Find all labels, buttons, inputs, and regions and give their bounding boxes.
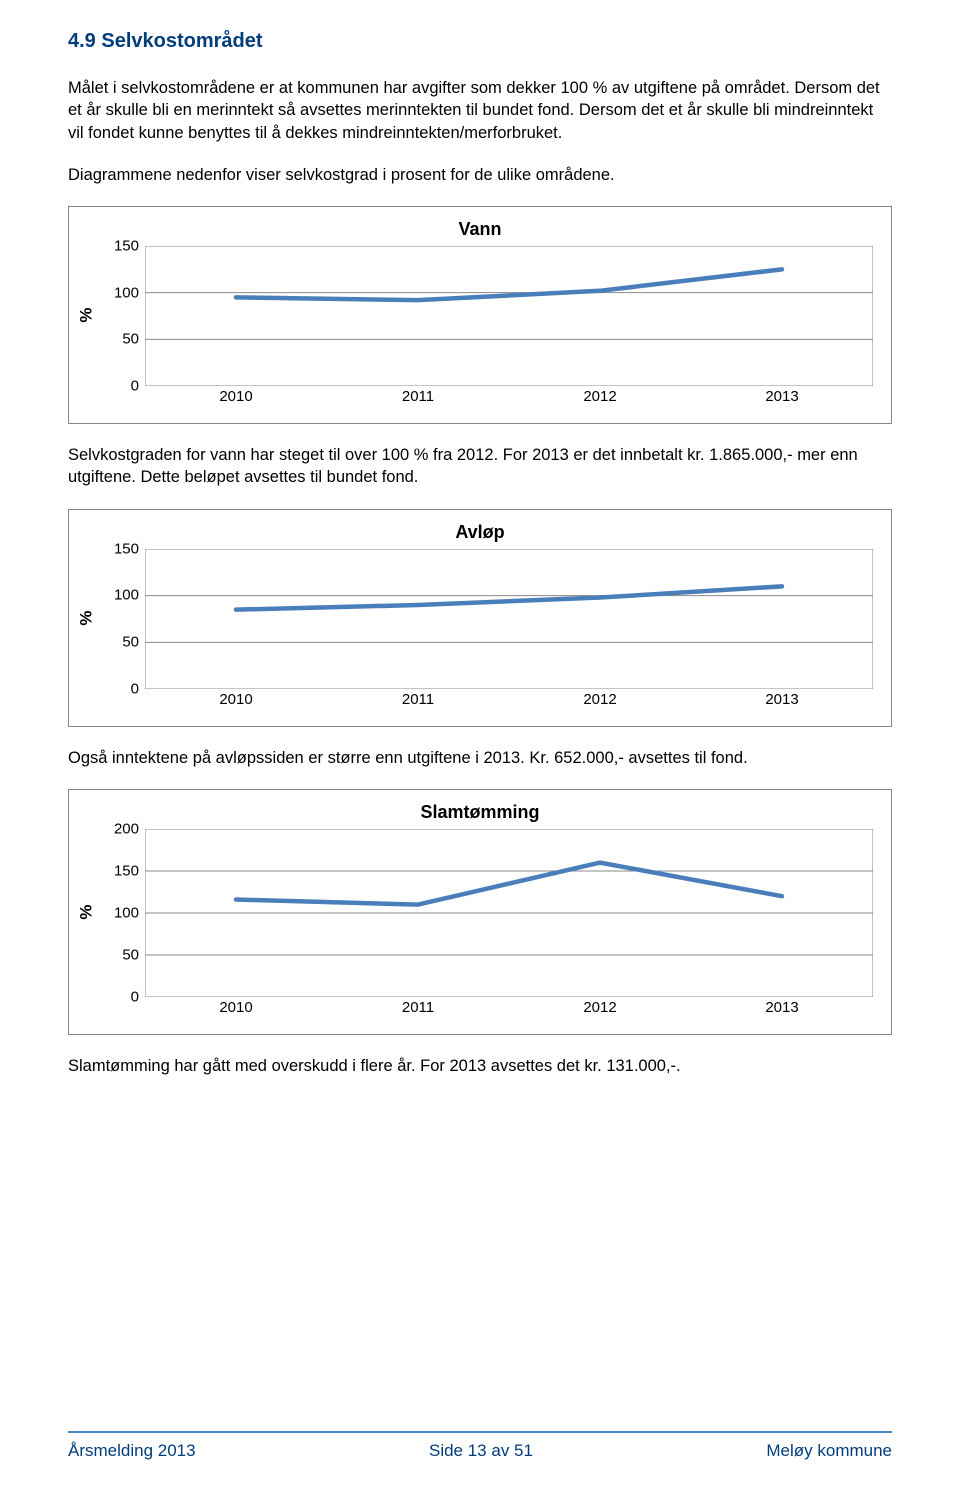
x-tick-label: 2013 <box>691 691 873 708</box>
section-heading: 4.9 Selvkostområdet <box>68 30 892 53</box>
y-tick-label: 50 <box>105 633 139 650</box>
vann-text: Selvkostgraden for vann har steget til o… <box>68 444 892 489</box>
y-tick-label: 150 <box>105 862 139 879</box>
x-axis-labels: 2010201120122013 <box>145 999 873 1016</box>
y-axis-title: % <box>77 610 97 625</box>
chart-avlop: Avløp%0501001502010201120122013 <box>68 509 892 727</box>
x-tick-label: 2011 <box>327 999 509 1016</box>
x-axis-labels: 2010201120122013 <box>145 388 873 405</box>
y-tick-label: 50 <box>105 331 139 348</box>
chart-title: Avløp <box>87 522 873 543</box>
x-tick-label: 2013 <box>691 999 873 1016</box>
chart-vann: Vann%0501001502010201120122013 <box>68 206 892 424</box>
diagram-note: Diagrammene nedenfor viser selvkostgrad … <box>68 164 892 186</box>
x-axis-labels: 2010201120122013 <box>145 691 873 708</box>
x-tick-label: 2012 <box>509 691 691 708</box>
chart-slam: Slamtømming%0501001502002010201120122013 <box>68 789 892 1035</box>
x-tick-label: 2010 <box>145 388 327 405</box>
footer-center: Side 13 av 51 <box>429 1441 533 1461</box>
x-tick-label: 2010 <box>145 999 327 1016</box>
y-tick-label: 0 <box>105 680 139 697</box>
x-tick-label: 2012 <box>509 999 691 1016</box>
y-tick-label: 50 <box>105 946 139 963</box>
footer-divider <box>68 1431 892 1433</box>
x-tick-label: 2012 <box>509 388 691 405</box>
footer-right: Meløy kommune <box>766 1441 892 1461</box>
avlop-text: Også inntektene på avløpssiden er større… <box>68 747 892 769</box>
y-tick-label: 0 <box>105 378 139 395</box>
y-tick-label: 150 <box>105 540 139 557</box>
y-tick-label: 0 <box>105 988 139 1005</box>
y-tick-label: 150 <box>105 238 139 255</box>
y-tick-label: 100 <box>105 904 139 921</box>
y-axis-title: % <box>77 904 97 919</box>
y-tick-label: 200 <box>105 820 139 837</box>
plot-area: 050100150 <box>145 549 873 689</box>
plot-area: 050100150 <box>145 246 873 386</box>
intro-paragraph: Målet i selvkostområdene er at kommunen … <box>68 77 892 144</box>
page-footer: Årsmelding 2013 Side 13 av 51 Meløy komm… <box>68 1431 892 1461</box>
footer-left: Årsmelding 2013 <box>68 1441 196 1461</box>
slam-text: Slamtømming har gått med overskudd i fle… <box>68 1055 892 1077</box>
x-tick-label: 2011 <box>327 691 509 708</box>
y-tick-label: 100 <box>105 284 139 301</box>
x-tick-label: 2010 <box>145 691 327 708</box>
chart-title: Slamtømming <box>87 802 873 823</box>
chart-title: Vann <box>87 219 873 240</box>
y-axis-title: % <box>77 308 97 323</box>
x-tick-label: 2013 <box>691 388 873 405</box>
plot-area: 050100150200 <box>145 829 873 997</box>
y-tick-label: 100 <box>105 587 139 604</box>
x-tick-label: 2011 <box>327 388 509 405</box>
